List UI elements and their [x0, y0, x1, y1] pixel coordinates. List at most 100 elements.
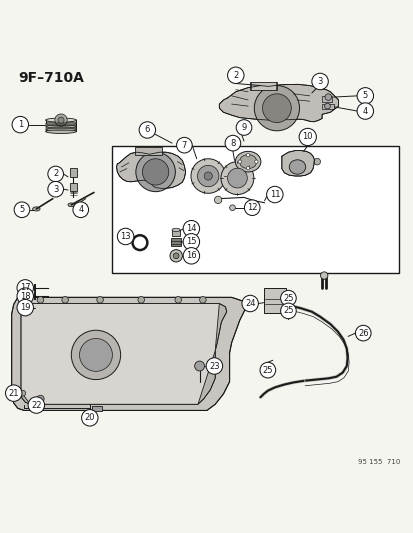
Circle shape [227, 168, 247, 188]
Text: 8: 8 [230, 139, 235, 148]
Ellipse shape [172, 228, 180, 231]
Circle shape [62, 296, 68, 303]
Circle shape [176, 138, 192, 153]
Polygon shape [21, 303, 226, 404]
Text: 17: 17 [20, 284, 31, 293]
Bar [171, 238, 180, 246]
Polygon shape [45, 129, 76, 130]
Circle shape [79, 338, 112, 372]
Bar [263, 288, 286, 312]
Circle shape [139, 122, 155, 138]
Text: 18: 18 [20, 292, 31, 301]
Bar [112, 147, 399, 273]
Text: 20: 20 [84, 413, 95, 422]
Circle shape [266, 187, 282, 203]
Text: 15: 15 [186, 237, 196, 246]
Circle shape [170, 249, 182, 262]
Polygon shape [45, 126, 76, 127]
Circle shape [135, 239, 144, 247]
Circle shape [356, 87, 373, 104]
Circle shape [236, 120, 251, 135]
Circle shape [225, 135, 240, 151]
Polygon shape [281, 150, 314, 176]
Circle shape [81, 409, 98, 426]
Circle shape [37, 395, 44, 402]
Circle shape [311, 73, 328, 90]
Polygon shape [45, 127, 76, 128]
Circle shape [12, 116, 28, 133]
Text: 16: 16 [185, 251, 196, 260]
Text: 11: 11 [269, 190, 280, 199]
Polygon shape [45, 123, 76, 124]
Text: 6: 6 [144, 125, 150, 134]
Bar [135, 147, 161, 155]
Text: 1: 1 [18, 120, 23, 129]
Text: 9: 9 [241, 123, 246, 132]
Ellipse shape [68, 203, 74, 207]
Circle shape [183, 221, 199, 237]
Text: 26: 26 [357, 329, 368, 337]
Circle shape [173, 253, 178, 259]
Circle shape [259, 362, 275, 378]
Circle shape [320, 272, 327, 279]
Circle shape [194, 361, 204, 371]
Circle shape [183, 248, 199, 264]
Ellipse shape [33, 207, 40, 211]
Text: 95 155  710: 95 155 710 [357, 459, 399, 465]
Circle shape [142, 159, 169, 185]
Circle shape [229, 205, 235, 211]
Polygon shape [21, 303, 219, 404]
Circle shape [244, 200, 259, 215]
Text: 25: 25 [282, 294, 293, 303]
Ellipse shape [239, 155, 256, 168]
Circle shape [324, 94, 331, 100]
Circle shape [48, 181, 63, 197]
Circle shape [37, 296, 44, 303]
Circle shape [324, 103, 330, 109]
Circle shape [175, 296, 181, 303]
Ellipse shape [45, 130, 76, 133]
Circle shape [117, 228, 133, 245]
Circle shape [227, 67, 243, 84]
Text: 5: 5 [19, 205, 24, 214]
Circle shape [17, 288, 33, 304]
Circle shape [262, 94, 291, 123]
Circle shape [135, 152, 175, 192]
Circle shape [241, 295, 258, 312]
Circle shape [280, 290, 296, 306]
Circle shape [14, 202, 30, 217]
Text: 22: 22 [31, 401, 41, 409]
Circle shape [246, 154, 249, 157]
Ellipse shape [289, 160, 305, 174]
Text: 3: 3 [53, 185, 58, 193]
Text: 24: 24 [244, 299, 255, 308]
Bar [70, 183, 76, 191]
Circle shape [73, 202, 88, 217]
Text: 10: 10 [302, 133, 312, 141]
Circle shape [97, 296, 103, 303]
Circle shape [190, 159, 225, 193]
Text: 5: 5 [362, 91, 367, 100]
Text: 3: 3 [317, 77, 322, 86]
Circle shape [280, 303, 296, 319]
Bar [70, 168, 76, 177]
Circle shape [206, 358, 222, 374]
Bar [92, 406, 102, 411]
Bar [172, 230, 180, 236]
Text: 7: 7 [181, 141, 187, 150]
Polygon shape [45, 124, 76, 126]
Text: 23: 23 [209, 361, 219, 370]
Text: 12: 12 [247, 203, 257, 212]
Text: 2: 2 [53, 169, 58, 179]
Text: 19: 19 [20, 303, 31, 312]
Ellipse shape [45, 118, 76, 122]
Circle shape [55, 114, 67, 126]
Circle shape [28, 397, 45, 413]
Polygon shape [45, 120, 76, 132]
Text: 25: 25 [282, 306, 293, 316]
Circle shape [246, 167, 249, 170]
Circle shape [214, 196, 221, 204]
Text: 2: 2 [233, 71, 238, 80]
Polygon shape [116, 152, 185, 188]
Bar [321, 95, 332, 102]
